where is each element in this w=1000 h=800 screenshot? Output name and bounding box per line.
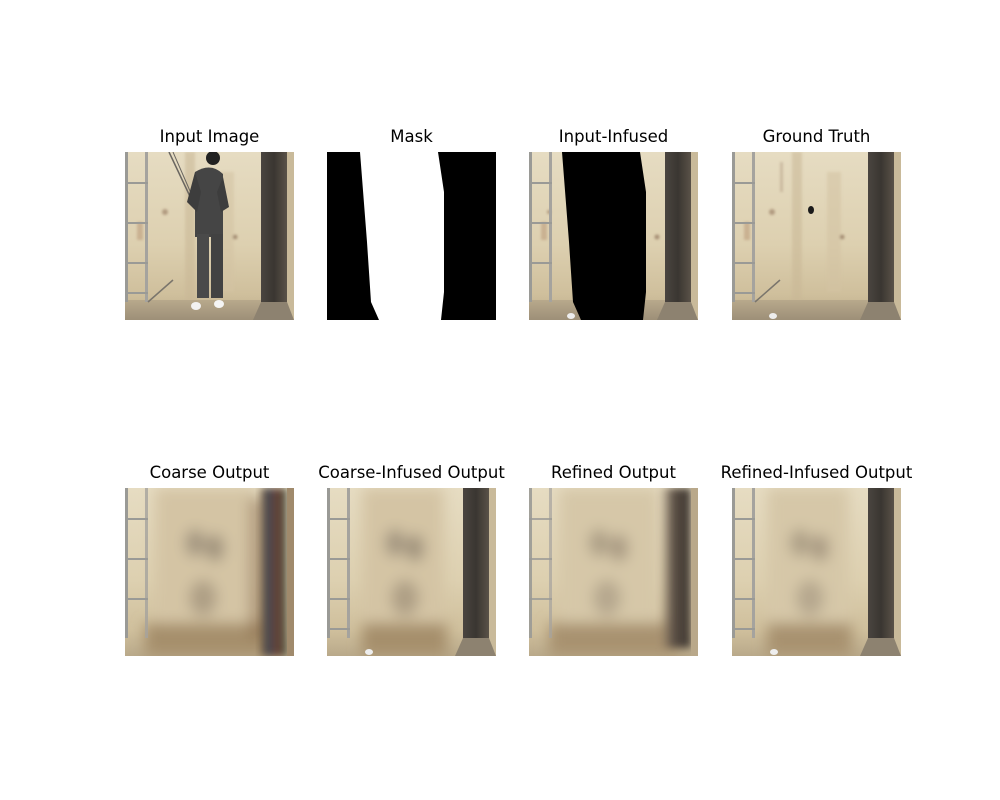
input-image <box>125 152 294 320</box>
panel-title: Refined-Infused Output <box>720 463 913 482</box>
panel-coarse-output: Coarse Output <box>125 463 294 656</box>
panel-input-image: Input Image <box>125 127 294 320</box>
input-infused-image <box>529 152 698 320</box>
panel-coarse-infused-output: Coarse-Infused Output <box>318 463 505 656</box>
panel-title: Input Image <box>159 127 260 146</box>
ground-truth-image <box>732 152 901 320</box>
refined-output-image <box>529 488 698 656</box>
panel-title: Input-Infused <box>558 127 669 146</box>
panel-title: Ground Truth <box>762 127 871 146</box>
panel-input-infused: Input-Infused <box>529 127 698 320</box>
panel-refined-output: Refined Output <box>529 463 698 656</box>
mask-image <box>327 152 496 320</box>
panel-title: Coarse-Infused Output <box>318 463 505 482</box>
panel-title: Coarse Output <box>149 463 270 482</box>
panel-title: Refined Output <box>551 463 676 482</box>
panel-refined-infused-output: Refined-Infused Output <box>721 463 912 656</box>
panel-title: Mask <box>390 127 433 146</box>
coarse-infused-output-image <box>327 488 496 656</box>
panel-mask: Mask <box>327 127 496 320</box>
coarse-output-image <box>125 488 294 656</box>
panel-ground-truth: Ground Truth <box>732 127 901 320</box>
refined-infused-output-image <box>732 488 901 656</box>
